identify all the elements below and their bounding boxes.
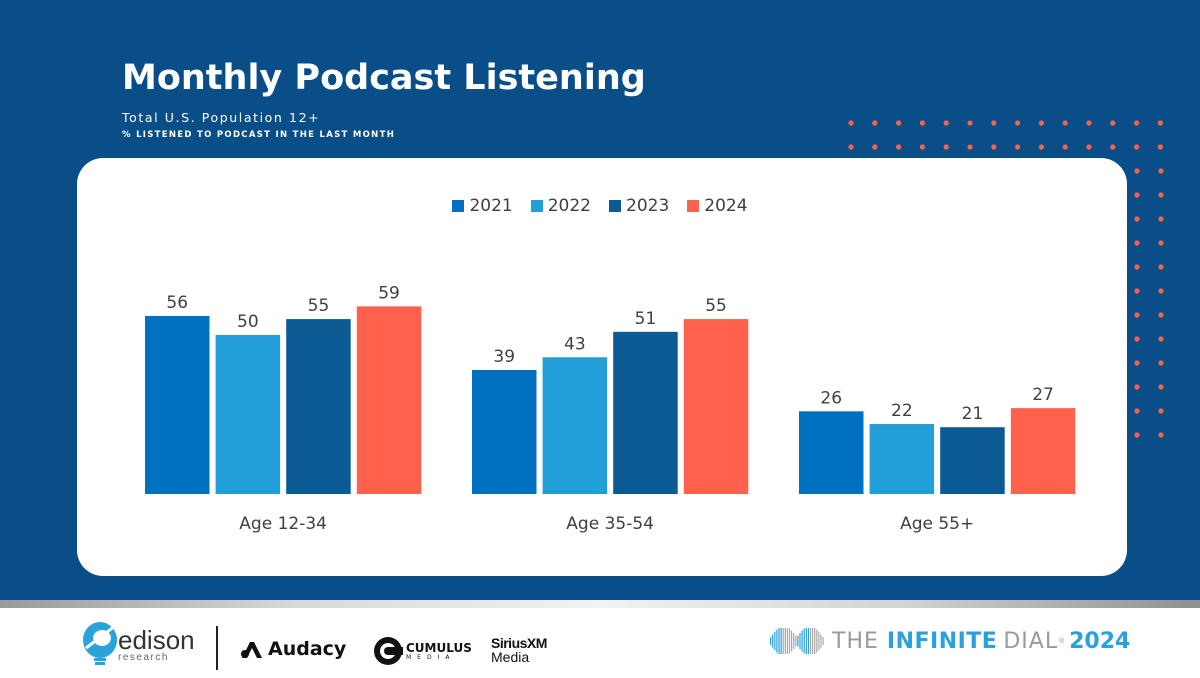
infinity-stripe <box>816 629 818 653</box>
infinity-stripe <box>778 628 780 654</box>
bar-2021-age-55- <box>799 411 864 494</box>
data-label: 59 <box>378 283 400 303</box>
infinity-stripe <box>770 637 772 645</box>
infinity-stripe <box>791 630 793 652</box>
bar-2023-age-55- <box>940 427 1005 494</box>
edison-wordmark: edison <box>118 624 195 655</box>
edison-research-logo: edison research <box>80 618 195 666</box>
category-label: Age 55+ <box>900 514 974 534</box>
infinity-stripe <box>809 628 812 654</box>
data-label: 39 <box>493 347 515 367</box>
infinity-stripe <box>772 634 774 648</box>
data-label: 26 <box>820 388 842 408</box>
footer-divider-strip <box>0 600 1200 608</box>
data-label: 43 <box>564 334 586 354</box>
legend-item-2023: 2023 <box>609 196 669 216</box>
infinity-stripe <box>814 628 816 654</box>
infinity-stripe <box>807 628 809 654</box>
infinity-stripe <box>797 635 799 647</box>
bar-2023-age-12-34 <box>286 319 351 494</box>
infinity-stripe <box>799 632 801 650</box>
legend-swatch <box>687 200 700 212</box>
infinity-stripe <box>780 628 782 654</box>
audacy-wordmark: Audacy <box>268 638 347 660</box>
data-label: 50 <box>237 312 259 332</box>
infinite-dial-year: 2024 <box>1069 628 1131 654</box>
siriusxm-media-logo: SiriusXM Media <box>491 636 547 664</box>
logo-divider <box>216 626 218 670</box>
infinity-stripe <box>803 628 805 654</box>
bar-2022-age-55- <box>869 424 935 494</box>
bar-2023-age-35-54 <box>613 331 678 494</box>
data-label: 55 <box>308 296 330 316</box>
infinity-stripe <box>776 629 778 653</box>
bar-2024-age-12-34 <box>356 306 422 494</box>
infinite-dial-infinite: INFINITE <box>886 628 998 654</box>
infinity-stripe <box>805 628 807 654</box>
data-label: 55 <box>705 296 727 316</box>
audacy-a-icon <box>241 642 262 658</box>
infinity-stripe <box>820 634 822 648</box>
legend-item-2024: 2024 <box>687 196 748 216</box>
bar-2024-age-35-54 <box>683 319 749 494</box>
legend-swatch <box>452 200 465 212</box>
infinite-dial-dial: DIAL <box>1003 628 1059 654</box>
data-label: 21 <box>962 404 984 424</box>
data-label: 51 <box>635 309 657 329</box>
infinity-stripe <box>782 628 784 654</box>
measure-label: % LISTENED TO PODCAST IN THE LAST MONTH <box>122 130 396 140</box>
cumulus-wordmark: CUMULUS <box>406 640 472 655</box>
infinity-stripe <box>812 628 814 654</box>
audacy-logo: Audacy <box>240 638 346 660</box>
chart-legend: 2021 2022 2023 2024 <box>0 196 1200 216</box>
infinity-stripe <box>784 628 786 654</box>
infinity-icon <box>770 628 824 654</box>
edison-bulb-icon <box>83 620 121 665</box>
bar-2021-age-35-54 <box>472 369 537 494</box>
legend-swatch <box>609 200 621 212</box>
legend-swatch <box>530 200 543 212</box>
legend-label: 2023 <box>626 196 670 216</box>
infinite-dial-the: THE <box>832 628 879 654</box>
category-label: Age 12-34 <box>239 514 327 534</box>
infinity-stripe <box>788 628 791 654</box>
legend-label: 2021 <box>469 196 513 216</box>
footer-logos: edison research Audacy CUMULUS MEDIA Sir… <box>0 608 1200 678</box>
legend-item-2021: 2021 <box>452 196 513 216</box>
category-label: Age 35-54 <box>566 514 654 534</box>
infinity-stripe <box>801 630 803 652</box>
legend-item-2022: 2022 <box>530 196 591 216</box>
infinity-stripe <box>793 632 795 650</box>
siriusxm-sub-wordmark: Media <box>491 649 530 665</box>
bar-2021-age-12-34 <box>145 315 210 494</box>
legend-label: 2022 <box>547 196 591 216</box>
edison-sub-wordmark: research <box>118 651 169 663</box>
infinity-stripe <box>795 635 797 647</box>
page-title: Monthly Podcast Listening <box>122 58 646 98</box>
infinity-stripe <box>786 628 788 654</box>
bar-2022-age-35-54 <box>542 357 608 494</box>
bar-chart: 56 50 55 59 Age 12-34 39 43 51 55 Age 35-54 26 22 21… <box>145 283 1076 534</box>
infinity-stripe <box>822 637 824 645</box>
bar-2024-age-55- <box>1010 408 1076 494</box>
cumulus-c-icon <box>374 637 403 665</box>
registered-mark: ® <box>1058 637 1066 645</box>
legend-label: 2024 <box>704 196 748 216</box>
page-subtitle: Total U.S. Population 12+ <box>122 110 321 125</box>
data-label: 27 <box>1032 385 1054 405</box>
cumulus-media-logo: CUMULUS MEDIA <box>373 636 472 666</box>
siriusxm-wordmark: SiriusXM <box>491 635 547 651</box>
data-label: 56 <box>166 293 188 313</box>
data-label: 22 <box>891 401 913 421</box>
bar-2022-age-12-34 <box>215 335 281 494</box>
infinite-dial-logo: THE INFINITE DIAL ® 2024 <box>768 628 1130 654</box>
cumulus-sub-wordmark: MEDIA <box>406 653 456 661</box>
infinity-stripe <box>818 631 820 651</box>
infinity-stripe <box>774 631 776 651</box>
